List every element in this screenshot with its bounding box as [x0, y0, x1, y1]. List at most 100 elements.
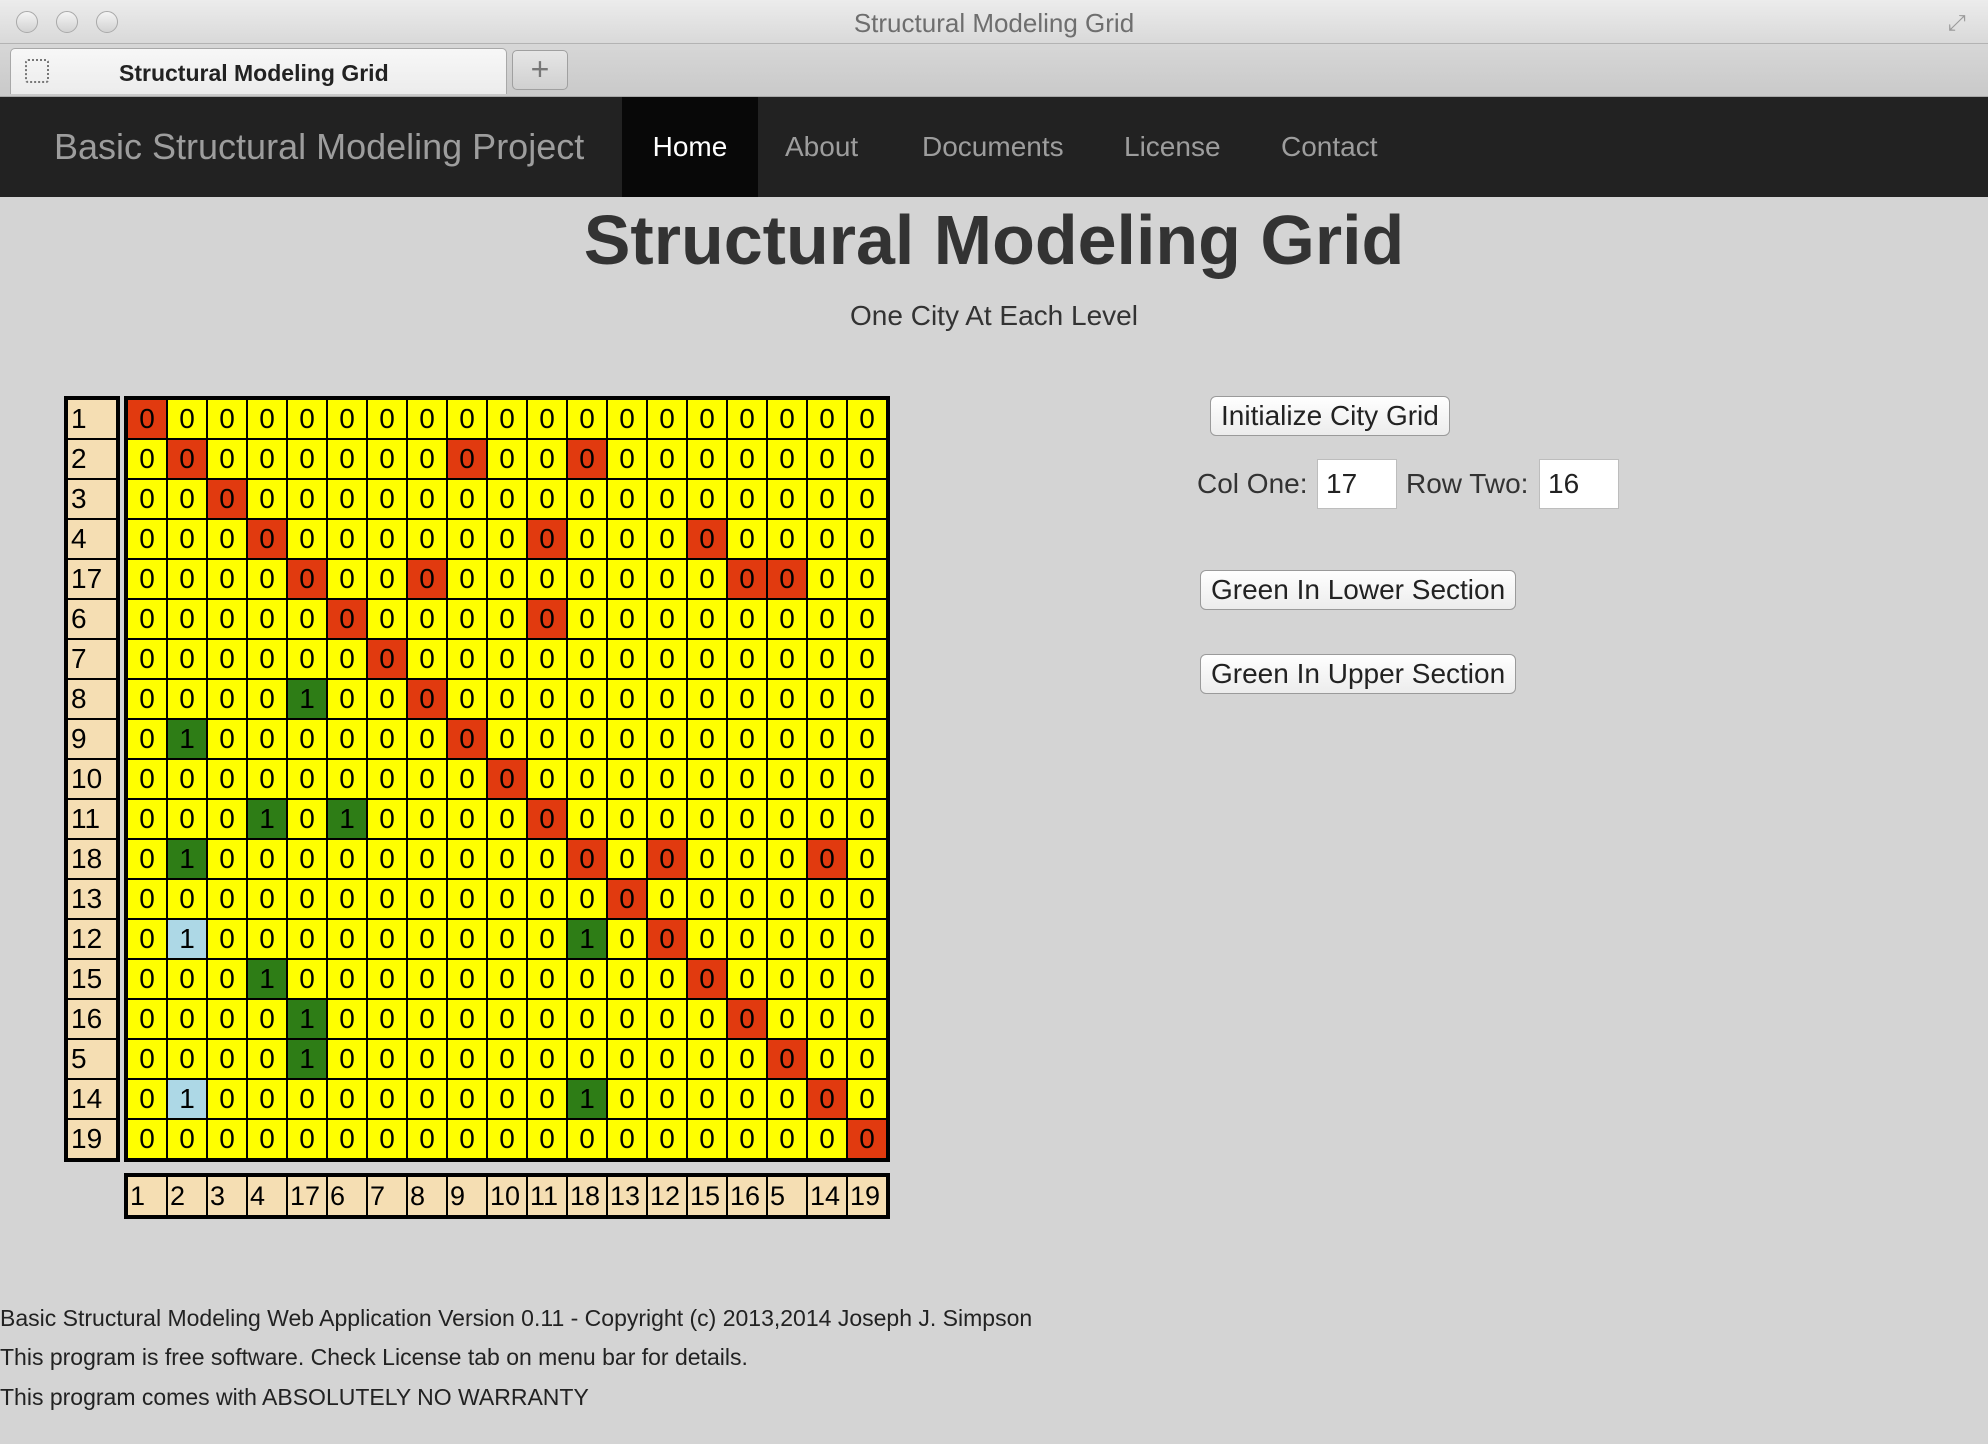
- grid-cell[interactable]: 0: [328, 920, 366, 958]
- grid-cell[interactable]: 0: [808, 1080, 846, 1118]
- grid-cell[interactable]: 1: [248, 800, 286, 838]
- grid-cell[interactable]: 0: [488, 1080, 526, 1118]
- grid-cell[interactable]: 0: [568, 840, 606, 878]
- grid-cell[interactable]: 0: [688, 1120, 726, 1158]
- grid-cell[interactable]: 0: [608, 400, 646, 438]
- grid-cell[interactable]: 0: [128, 480, 166, 518]
- grid-cell[interactable]: 0: [688, 480, 726, 518]
- grid-cell[interactable]: 0: [248, 520, 286, 558]
- grid-cell[interactable]: 0: [208, 800, 246, 838]
- grid-cell[interactable]: 0: [368, 680, 406, 718]
- grid-cell[interactable]: 0: [528, 720, 566, 758]
- grid-cell[interactable]: 0: [368, 920, 406, 958]
- grid-cell[interactable]: 0: [528, 960, 566, 998]
- grid-cell[interactable]: 0: [728, 720, 766, 758]
- grid-cell[interactable]: 0: [568, 1000, 606, 1038]
- grid-cell[interactable]: 0: [288, 600, 326, 638]
- grid-cell[interactable]: 0: [168, 560, 206, 598]
- grid-cell[interactable]: 0: [728, 1120, 766, 1158]
- grid-cell[interactable]: 0: [648, 520, 686, 558]
- grid-cell[interactable]: 0: [408, 1000, 446, 1038]
- grid-cell[interactable]: 0: [408, 1080, 446, 1118]
- grid-cell[interactable]: 0: [208, 480, 246, 518]
- grid-cell[interactable]: 0: [688, 840, 726, 878]
- grid-cell[interactable]: 0: [408, 480, 446, 518]
- grid-cell[interactable]: 0: [408, 1120, 446, 1158]
- grid-cell[interactable]: 0: [208, 880, 246, 918]
- grid-cell[interactable]: 0: [248, 560, 286, 598]
- grid-cell[interactable]: 0: [328, 1000, 366, 1038]
- grid-cell[interactable]: 0: [808, 560, 846, 598]
- grid-cell[interactable]: 0: [448, 920, 486, 958]
- grid-cell[interactable]: 0: [688, 400, 726, 438]
- grid-cell[interactable]: 0: [808, 960, 846, 998]
- grid-cell[interactable]: 0: [128, 520, 166, 558]
- grid-cell[interactable]: 0: [208, 640, 246, 678]
- grid-cell[interactable]: 0: [808, 400, 846, 438]
- grid-cell[interactable]: 0: [848, 1040, 886, 1078]
- grid-cell[interactable]: 0: [488, 720, 526, 758]
- grid-cell[interactable]: 0: [368, 840, 406, 878]
- grid-cell[interactable]: 0: [568, 400, 606, 438]
- grid-cell[interactable]: 0: [688, 560, 726, 598]
- grid-cell[interactable]: 0: [448, 760, 486, 798]
- grid-cell[interactable]: 0: [688, 1000, 726, 1038]
- grid-cell[interactable]: 0: [368, 960, 406, 998]
- grid-cell[interactable]: 0: [448, 520, 486, 558]
- grid-cell[interactable]: 0: [448, 840, 486, 878]
- grid-cell[interactable]: 0: [128, 400, 166, 438]
- grid-cell[interactable]: 0: [688, 640, 726, 678]
- fullscreen-icon[interactable]: ⤢: [1948, 10, 1966, 35]
- grid-cell[interactable]: 0: [248, 1000, 286, 1038]
- grid-cell[interactable]: 0: [288, 640, 326, 678]
- grid-cell[interactable]: 0: [808, 1040, 846, 1078]
- grid-cell[interactable]: 0: [128, 920, 166, 958]
- browser-tab[interactable]: Structural Modeling Grid: [10, 48, 507, 94]
- grid-cell[interactable]: 0: [128, 960, 166, 998]
- grid-cell[interactable]: 0: [208, 560, 246, 598]
- grid-cell[interactable]: 0: [488, 1000, 526, 1038]
- grid-cell[interactable]: 0: [528, 600, 566, 638]
- grid-cell[interactable]: 0: [408, 640, 446, 678]
- grid-cell[interactable]: 0: [568, 720, 606, 758]
- grid-cell[interactable]: 0: [568, 960, 606, 998]
- grid-cell[interactable]: 0: [688, 1040, 726, 1078]
- grid-cell[interactable]: 0: [448, 1120, 486, 1158]
- grid-cell[interactable]: 0: [168, 760, 206, 798]
- minimize-window-button[interactable]: [56, 11, 78, 33]
- grid-cell[interactable]: 0: [608, 1040, 646, 1078]
- grid-cell[interactable]: 0: [768, 840, 806, 878]
- grid-cell[interactable]: 0: [768, 480, 806, 518]
- grid-cell[interactable]: 0: [368, 400, 406, 438]
- grid-cell[interactable]: 0: [728, 920, 766, 958]
- grid-cell[interactable]: 0: [728, 600, 766, 638]
- grid-cell[interactable]: 0: [728, 400, 766, 438]
- grid-cell[interactable]: 0: [568, 480, 606, 518]
- grid-cell[interactable]: 0: [808, 1000, 846, 1038]
- grid-cell[interactable]: 0: [488, 480, 526, 518]
- grid-cell[interactable]: 0: [448, 1080, 486, 1118]
- grid-cell[interactable]: 0: [248, 720, 286, 758]
- grid-cell[interactable]: 0: [848, 520, 886, 558]
- grid-cell[interactable]: 0: [288, 1080, 326, 1118]
- grid-cell[interactable]: 0: [248, 400, 286, 438]
- grid-cell[interactable]: 0: [288, 840, 326, 878]
- grid-cell[interactable]: 0: [208, 960, 246, 998]
- grid-cell[interactable]: 0: [208, 760, 246, 798]
- nav-about[interactable]: About: [785, 131, 859, 162]
- grid-cell[interactable]: 0: [408, 800, 446, 838]
- grid-cell[interactable]: 0: [728, 680, 766, 718]
- grid-cell[interactable]: 0: [328, 600, 366, 638]
- grid-cell[interactable]: 0: [808, 1120, 846, 1158]
- grid-cell[interactable]: 0: [608, 920, 646, 958]
- grid-cell[interactable]: 0: [648, 640, 686, 678]
- grid-cell[interactable]: 0: [568, 600, 606, 638]
- grid-cell[interactable]: 0: [208, 840, 246, 878]
- close-window-button[interactable]: [16, 11, 38, 33]
- grid-cell[interactable]: 0: [248, 480, 286, 518]
- grid-cell[interactable]: 0: [568, 1040, 606, 1078]
- grid-cell[interactable]: 0: [568, 440, 606, 478]
- grid-cell[interactable]: 0: [728, 960, 766, 998]
- grid-cell[interactable]: 0: [408, 440, 446, 478]
- grid-cell[interactable]: 0: [248, 640, 286, 678]
